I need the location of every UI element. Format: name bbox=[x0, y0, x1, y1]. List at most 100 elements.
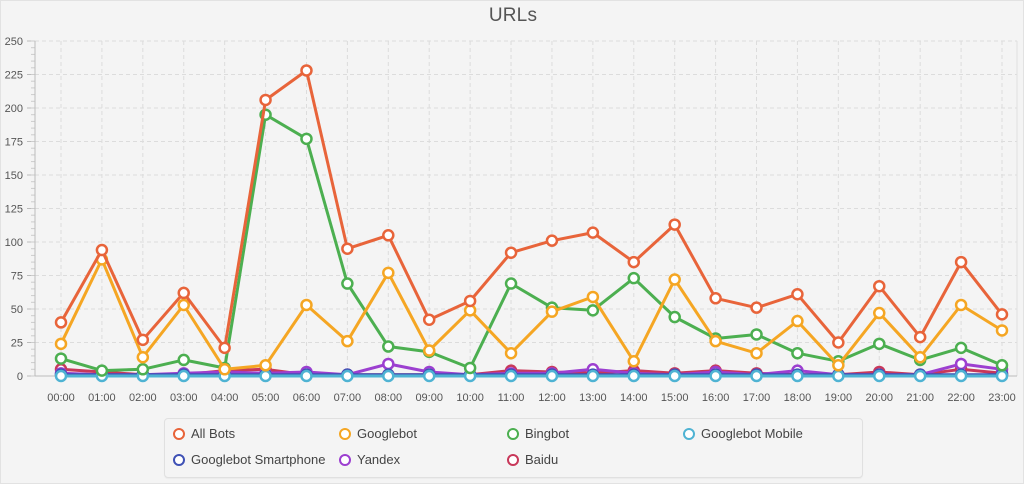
data-point[interactable] bbox=[259, 369, 272, 383]
data-point[interactable] bbox=[954, 341, 968, 355]
data-point[interactable] bbox=[382, 357, 395, 371]
data-point[interactable] bbox=[913, 330, 927, 344]
data-point[interactable] bbox=[791, 369, 804, 383]
data-point[interactable] bbox=[422, 344, 436, 357]
x-tick-label: 11:00 bbox=[498, 392, 525, 404]
legend-item-bingbot[interactable]: Bingbot bbox=[507, 426, 569, 441]
legend-item-yandex[interactable]: Yandex bbox=[339, 452, 400, 467]
data-point[interactable] bbox=[177, 353, 190, 367]
data-point[interactable] bbox=[54, 352, 68, 365]
data-point[interactable] bbox=[668, 369, 681, 383]
data-point[interactable] bbox=[382, 266, 395, 280]
legend-item-googlebot-mobile[interactable]: Googlebot Mobile bbox=[683, 426, 803, 441]
data-point[interactable] bbox=[832, 336, 845, 349]
data-point[interactable] bbox=[300, 132, 313, 146]
legend-item-googlebot[interactable]: Googlebot bbox=[339, 426, 417, 441]
data-point[interactable] bbox=[259, 359, 272, 372]
data-point[interactable] bbox=[832, 369, 845, 383]
series-googlebot[interactable] bbox=[54, 253, 1009, 376]
data-point[interactable] bbox=[750, 346, 763, 360]
data-point[interactable] bbox=[627, 355, 641, 368]
data-point[interactable] bbox=[873, 279, 886, 293]
data-point[interactable] bbox=[586, 304, 600, 317]
data-point[interactable] bbox=[54, 337, 68, 351]
data-point[interactable] bbox=[832, 359, 845, 372]
data-point[interactable] bbox=[382, 229, 395, 242]
data-point[interactable] bbox=[709, 334, 722, 348]
legend-circle-icon bbox=[507, 427, 519, 440]
legend-item-all-bots[interactable]: All Bots bbox=[173, 426, 235, 441]
y-tick-label: 50 bbox=[11, 304, 23, 316]
data-point[interactable] bbox=[954, 369, 968, 383]
data-point[interactable] bbox=[545, 305, 559, 318]
data-point[interactable] bbox=[504, 369, 518, 383]
data-point[interactable] bbox=[709, 292, 722, 305]
data-point[interactable] bbox=[586, 226, 600, 239]
data-point[interactable] bbox=[545, 369, 559, 383]
data-point[interactable] bbox=[382, 340, 395, 353]
data-point[interactable] bbox=[545, 234, 559, 247]
data-point[interactable] bbox=[750, 301, 763, 314]
data-point[interactable] bbox=[995, 359, 1009, 372]
data-point[interactable] bbox=[668, 273, 681, 286]
legend-item-googlebot-smartphone[interactable]: Googlebot Smartphone bbox=[173, 452, 325, 467]
data-point[interactable] bbox=[913, 369, 927, 383]
data-point[interactable] bbox=[995, 324, 1009, 337]
data-point[interactable] bbox=[586, 369, 600, 383]
data-point[interactable] bbox=[218, 341, 231, 355]
data-point[interactable] bbox=[709, 369, 722, 383]
legend-circle-icon bbox=[173, 427, 185, 440]
series-all-bots[interactable] bbox=[54, 64, 1009, 355]
data-point[interactable] bbox=[463, 361, 477, 375]
data-point[interactable] bbox=[954, 255, 968, 269]
data-point[interactable] bbox=[300, 64, 313, 77]
data-point[interactable] bbox=[54, 316, 68, 329]
data-point[interactable] bbox=[341, 277, 354, 290]
data-point[interactable] bbox=[913, 350, 927, 364]
data-point[interactable] bbox=[341, 242, 354, 255]
data-point[interactable] bbox=[627, 369, 641, 383]
data-point[interactable] bbox=[791, 314, 804, 328]
data-point[interactable] bbox=[218, 363, 231, 376]
data-point[interactable] bbox=[136, 350, 150, 364]
series-bingbot[interactable] bbox=[54, 108, 1009, 377]
data-point[interactable] bbox=[341, 369, 354, 383]
data-point[interactable] bbox=[136, 363, 150, 376]
data-point[interactable] bbox=[873, 337, 886, 351]
data-point[interactable] bbox=[177, 286, 190, 300]
data-point[interactable] bbox=[954, 298, 968, 312]
legend-item-baidu[interactable]: Baidu bbox=[507, 452, 558, 467]
data-point[interactable] bbox=[873, 306, 886, 320]
data-point[interactable] bbox=[954, 357, 968, 371]
data-point[interactable] bbox=[422, 369, 436, 383]
data-point[interactable] bbox=[382, 369, 395, 383]
data-point[interactable] bbox=[791, 346, 804, 360]
data-point[interactable] bbox=[586, 290, 600, 304]
data-point[interactable] bbox=[95, 364, 109, 377]
data-point[interactable] bbox=[668, 218, 681, 231]
data-point[interactable] bbox=[750, 328, 763, 341]
data-point[interactable] bbox=[504, 246, 518, 259]
data-point[interactable] bbox=[136, 333, 150, 347]
data-point[interactable] bbox=[300, 369, 313, 383]
data-point[interactable] bbox=[668, 310, 681, 324]
data-point[interactable] bbox=[504, 346, 518, 360]
data-point[interactable] bbox=[463, 294, 477, 308]
data-point[interactable] bbox=[627, 255, 641, 269]
data-point[interactable] bbox=[995, 369, 1009, 383]
data-point[interactable] bbox=[791, 288, 804, 301]
data-point[interactable] bbox=[177, 298, 190, 312]
data-point[interactable] bbox=[300, 298, 313, 312]
data-point[interactable] bbox=[873, 369, 886, 383]
data-point[interactable] bbox=[259, 93, 272, 107]
data-point[interactable] bbox=[627, 271, 641, 285]
data-point[interactable] bbox=[995, 308, 1009, 321]
data-point[interactable] bbox=[54, 369, 68, 383]
data-point[interactable] bbox=[750, 369, 763, 383]
data-point[interactable] bbox=[422, 313, 436, 326]
data-point[interactable] bbox=[95, 243, 109, 257]
x-tick-label: 15:00 bbox=[661, 392, 689, 404]
data-point[interactable] bbox=[504, 277, 518, 290]
data-point[interactable] bbox=[341, 334, 354, 348]
data-point[interactable] bbox=[177, 369, 190, 383]
